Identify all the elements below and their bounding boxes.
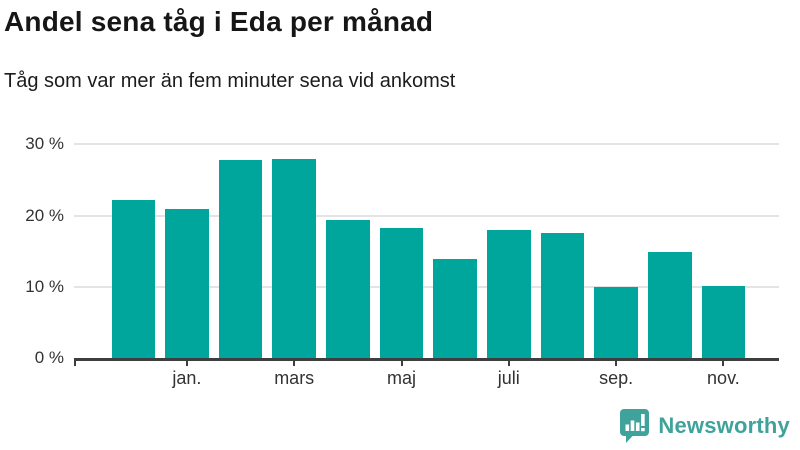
gridline bbox=[74, 285, 779, 288]
x-axis-tick bbox=[185, 358, 188, 366]
y-axis-tick-label: 30 % bbox=[25, 134, 64, 154]
x-axis-tick-label: mars bbox=[274, 368, 315, 388]
x-axis-tick-label: maj bbox=[386, 368, 417, 388]
x-axis-tick-label: sep. bbox=[599, 368, 634, 388]
x-axis-tick bbox=[722, 358, 725, 366]
y-axis-tick-label: 0 % bbox=[34, 348, 64, 367]
x-axis-tick bbox=[615, 358, 618, 366]
x-axis-tick-label: nov. bbox=[707, 368, 740, 388]
x-axis-tick bbox=[507, 358, 510, 366]
x-axis-tick-label: juli bbox=[497, 368, 520, 388]
newsworthy-logo-text: Newsworthy bbox=[658, 413, 790, 438]
bar-aug. bbox=[540, 232, 585, 358]
newsworthy-logo: Newsworthy bbox=[619, 408, 790, 444]
bar-dec. bbox=[111, 199, 155, 358]
chart-subtitle: Tåg som var mer än fem minuter sena vid … bbox=[4, 70, 456, 92]
bar-sep. bbox=[594, 286, 638, 358]
y-axis-tick-label: 10 % bbox=[25, 276, 64, 296]
y-axis-tick-label: 20 % bbox=[25, 205, 64, 225]
x-axis-tick bbox=[73, 358, 76, 366]
bar-feb. bbox=[218, 159, 263, 358]
bar-jan. bbox=[165, 209, 209, 358]
bar-mars bbox=[272, 158, 316, 358]
x-axis-tick-label: jan. bbox=[172, 368, 202, 388]
bar-maj bbox=[379, 228, 424, 358]
plot-area bbox=[73, 130, 779, 366]
bar-juni bbox=[433, 258, 477, 358]
bar-okt. bbox=[648, 251, 692, 358]
bar-nov. bbox=[701, 286, 746, 358]
gridline bbox=[74, 214, 779, 217]
newsworthy-speech-bubble-bars-icon bbox=[620, 409, 650, 443]
bar-juli bbox=[487, 229, 531, 358]
x-axis-tick bbox=[400, 358, 403, 366]
gridline bbox=[74, 143, 779, 146]
bar-april bbox=[326, 219, 370, 358]
chart-title: Andel sena tåg i Eda per månad bbox=[4, 6, 434, 37]
x-axis-tick bbox=[293, 358, 296, 366]
